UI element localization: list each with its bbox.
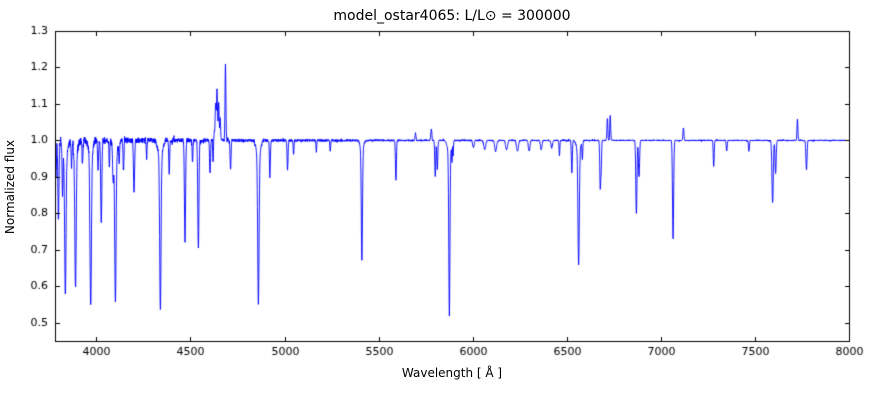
y-axis-label: Normalized flux <box>3 139 17 235</box>
chart-title: model_ostar4065: L/L⊙ = 300000 <box>333 8 571 24</box>
x-axis-label: Wavelength [ Å ] <box>401 366 503 380</box>
